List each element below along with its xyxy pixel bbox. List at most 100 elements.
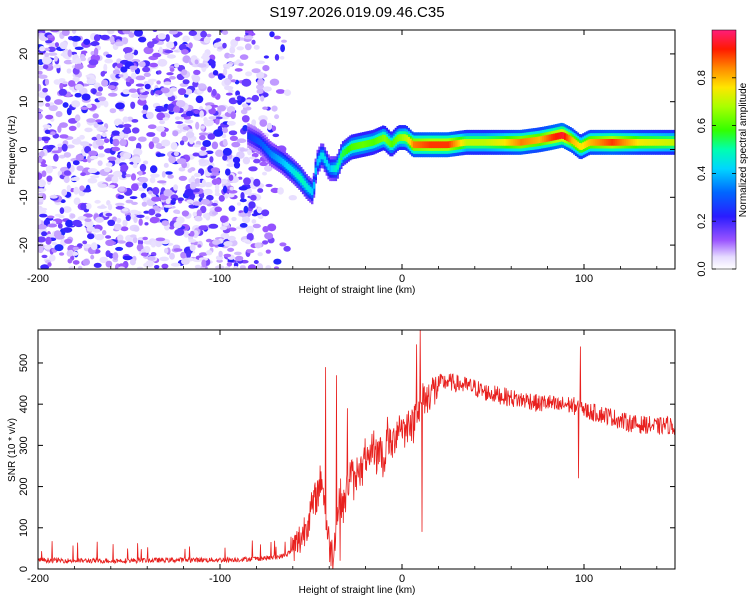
- noise-speckle: [248, 166, 258, 172]
- noise-speckle: [175, 100, 186, 108]
- noise-speckle: [59, 207, 65, 215]
- noise-speckle: [173, 41, 178, 47]
- noise-speckle: [214, 184, 220, 190]
- ridge-band: [432, 141, 436, 149]
- noise-speckle: [244, 35, 254, 40]
- noise-speckle: [47, 262, 52, 267]
- noise-speckle: [107, 219, 116, 226]
- noise-speckle: [181, 49, 189, 55]
- noise-speckle: [47, 52, 58, 56]
- ridge-band: [625, 139, 629, 146]
- ridge-band: [443, 141, 447, 149]
- noise-speckle: [88, 150, 98, 156]
- ridge-band: [274, 153, 277, 161]
- x-tick-label: -200: [27, 273, 49, 285]
- ridge-band: [334, 165, 338, 172]
- x-tick-label: -100: [209, 273, 231, 285]
- noise-speckle: [45, 114, 54, 120]
- noise-speckle: [262, 65, 270, 72]
- noise-speckle: [102, 70, 107, 75]
- noise-speckle: [81, 93, 91, 101]
- noise-speckle: [59, 41, 68, 50]
- noise-speckle: [53, 147, 59, 151]
- noise-speckle: [242, 239, 251, 243]
- noise-speckle: [176, 216, 185, 224]
- noise-speckle: [135, 75, 146, 81]
- noise-speckle: [154, 265, 160, 269]
- noise-speckle: [94, 199, 101, 204]
- noise-speckle: [44, 129, 51, 134]
- ridge-band: [627, 139, 631, 146]
- noise-speckle: [87, 233, 95, 240]
- noise-speckle: [220, 215, 228, 223]
- noise-speckle: [235, 255, 244, 262]
- noise-speckle: [140, 252, 148, 257]
- ridge-band: [665, 139, 669, 146]
- ridge-band: [320, 152, 323, 160]
- ridge-band: [400, 134, 403, 141]
- noise-speckle: [233, 161, 241, 169]
- noise-speckle: [232, 156, 241, 164]
- noise-speckle: [130, 72, 137, 80]
- noise-speckle: [82, 158, 88, 163]
- noise-speckle: [225, 265, 231, 269]
- noise-speckle: [253, 158, 261, 164]
- noise-speckle: [157, 70, 162, 75]
- noise-speckle: [169, 252, 175, 260]
- ridge-band: [536, 136, 540, 144]
- noise-speckle: [253, 178, 261, 187]
- noise-speckle: [71, 35, 81, 42]
- noise-speckle: [226, 120, 236, 126]
- noise-speckle: [53, 55, 58, 62]
- spectrogram-ridge: [247, 122, 675, 205]
- noise-speckle: [38, 74, 48, 79]
- noise-speckle: [243, 205, 249, 214]
- noise-speckle: [61, 30, 70, 36]
- snr-y-label: SNR (10 * v/v): [7, 418, 18, 482]
- ridge-band: [425, 141, 429, 149]
- noise-speckle: [156, 142, 162, 149]
- noise-speckle: [280, 44, 285, 53]
- noise-speckle: [229, 186, 234, 191]
- noise-speckle: [274, 266, 279, 269]
- noise-speckle: [169, 76, 176, 80]
- noise-speckle: [60, 52, 68, 57]
- ridge-band: [280, 157, 283, 165]
- colorbar: 0.0 0.2 0.4 0.6 0.8 Normalized spectral ampl…: [696, 29, 749, 277]
- noise-speckle: [166, 54, 176, 59]
- noise-speckle: [194, 215, 203, 222]
- colorbar-label: Normalized spectral amplitude: [738, 82, 749, 217]
- noise-speckle: [45, 40, 53, 44]
- noise-speckle: [173, 184, 179, 191]
- noise-speckle: [72, 246, 79, 251]
- noise-speckle: [146, 111, 154, 120]
- noise-speckle: [161, 171, 166, 178]
- noise-speckle: [44, 78, 50, 86]
- noise-speckle: [175, 121, 184, 125]
- noise-speckle: [57, 143, 63, 148]
- ridge-band: [347, 145, 350, 153]
- noise-speckle: [166, 72, 174, 76]
- noise-speckle: [49, 194, 58, 199]
- noise-speckle: [118, 186, 126, 192]
- noise-speckle: [214, 187, 220, 194]
- ridge-band: [667, 139, 671, 146]
- noise-speckle: [207, 86, 213, 93]
- noise-speckle: [134, 30, 143, 37]
- noise-speckle: [242, 156, 251, 165]
- noise-speckle: [149, 216, 160, 224]
- ridge-band: [307, 185, 310, 192]
- noise-speckle: [222, 154, 228, 161]
- noise-speckle: [203, 37, 210, 44]
- ridge-band: [607, 139, 611, 146]
- ridge-band: [533, 137, 536, 144]
- noise-speckle: [45, 236, 52, 245]
- y-tick-label: 200: [18, 477, 30, 495]
- noise-speckle: [122, 89, 131, 95]
- noise-speckle: [59, 82, 64, 90]
- noise-speckle: [170, 262, 181, 267]
- noise-speckle: [142, 66, 151, 73]
- ridge-band: [411, 140, 414, 148]
- snr-plot-area: [38, 330, 675, 569]
- ridge-band: [436, 141, 439, 149]
